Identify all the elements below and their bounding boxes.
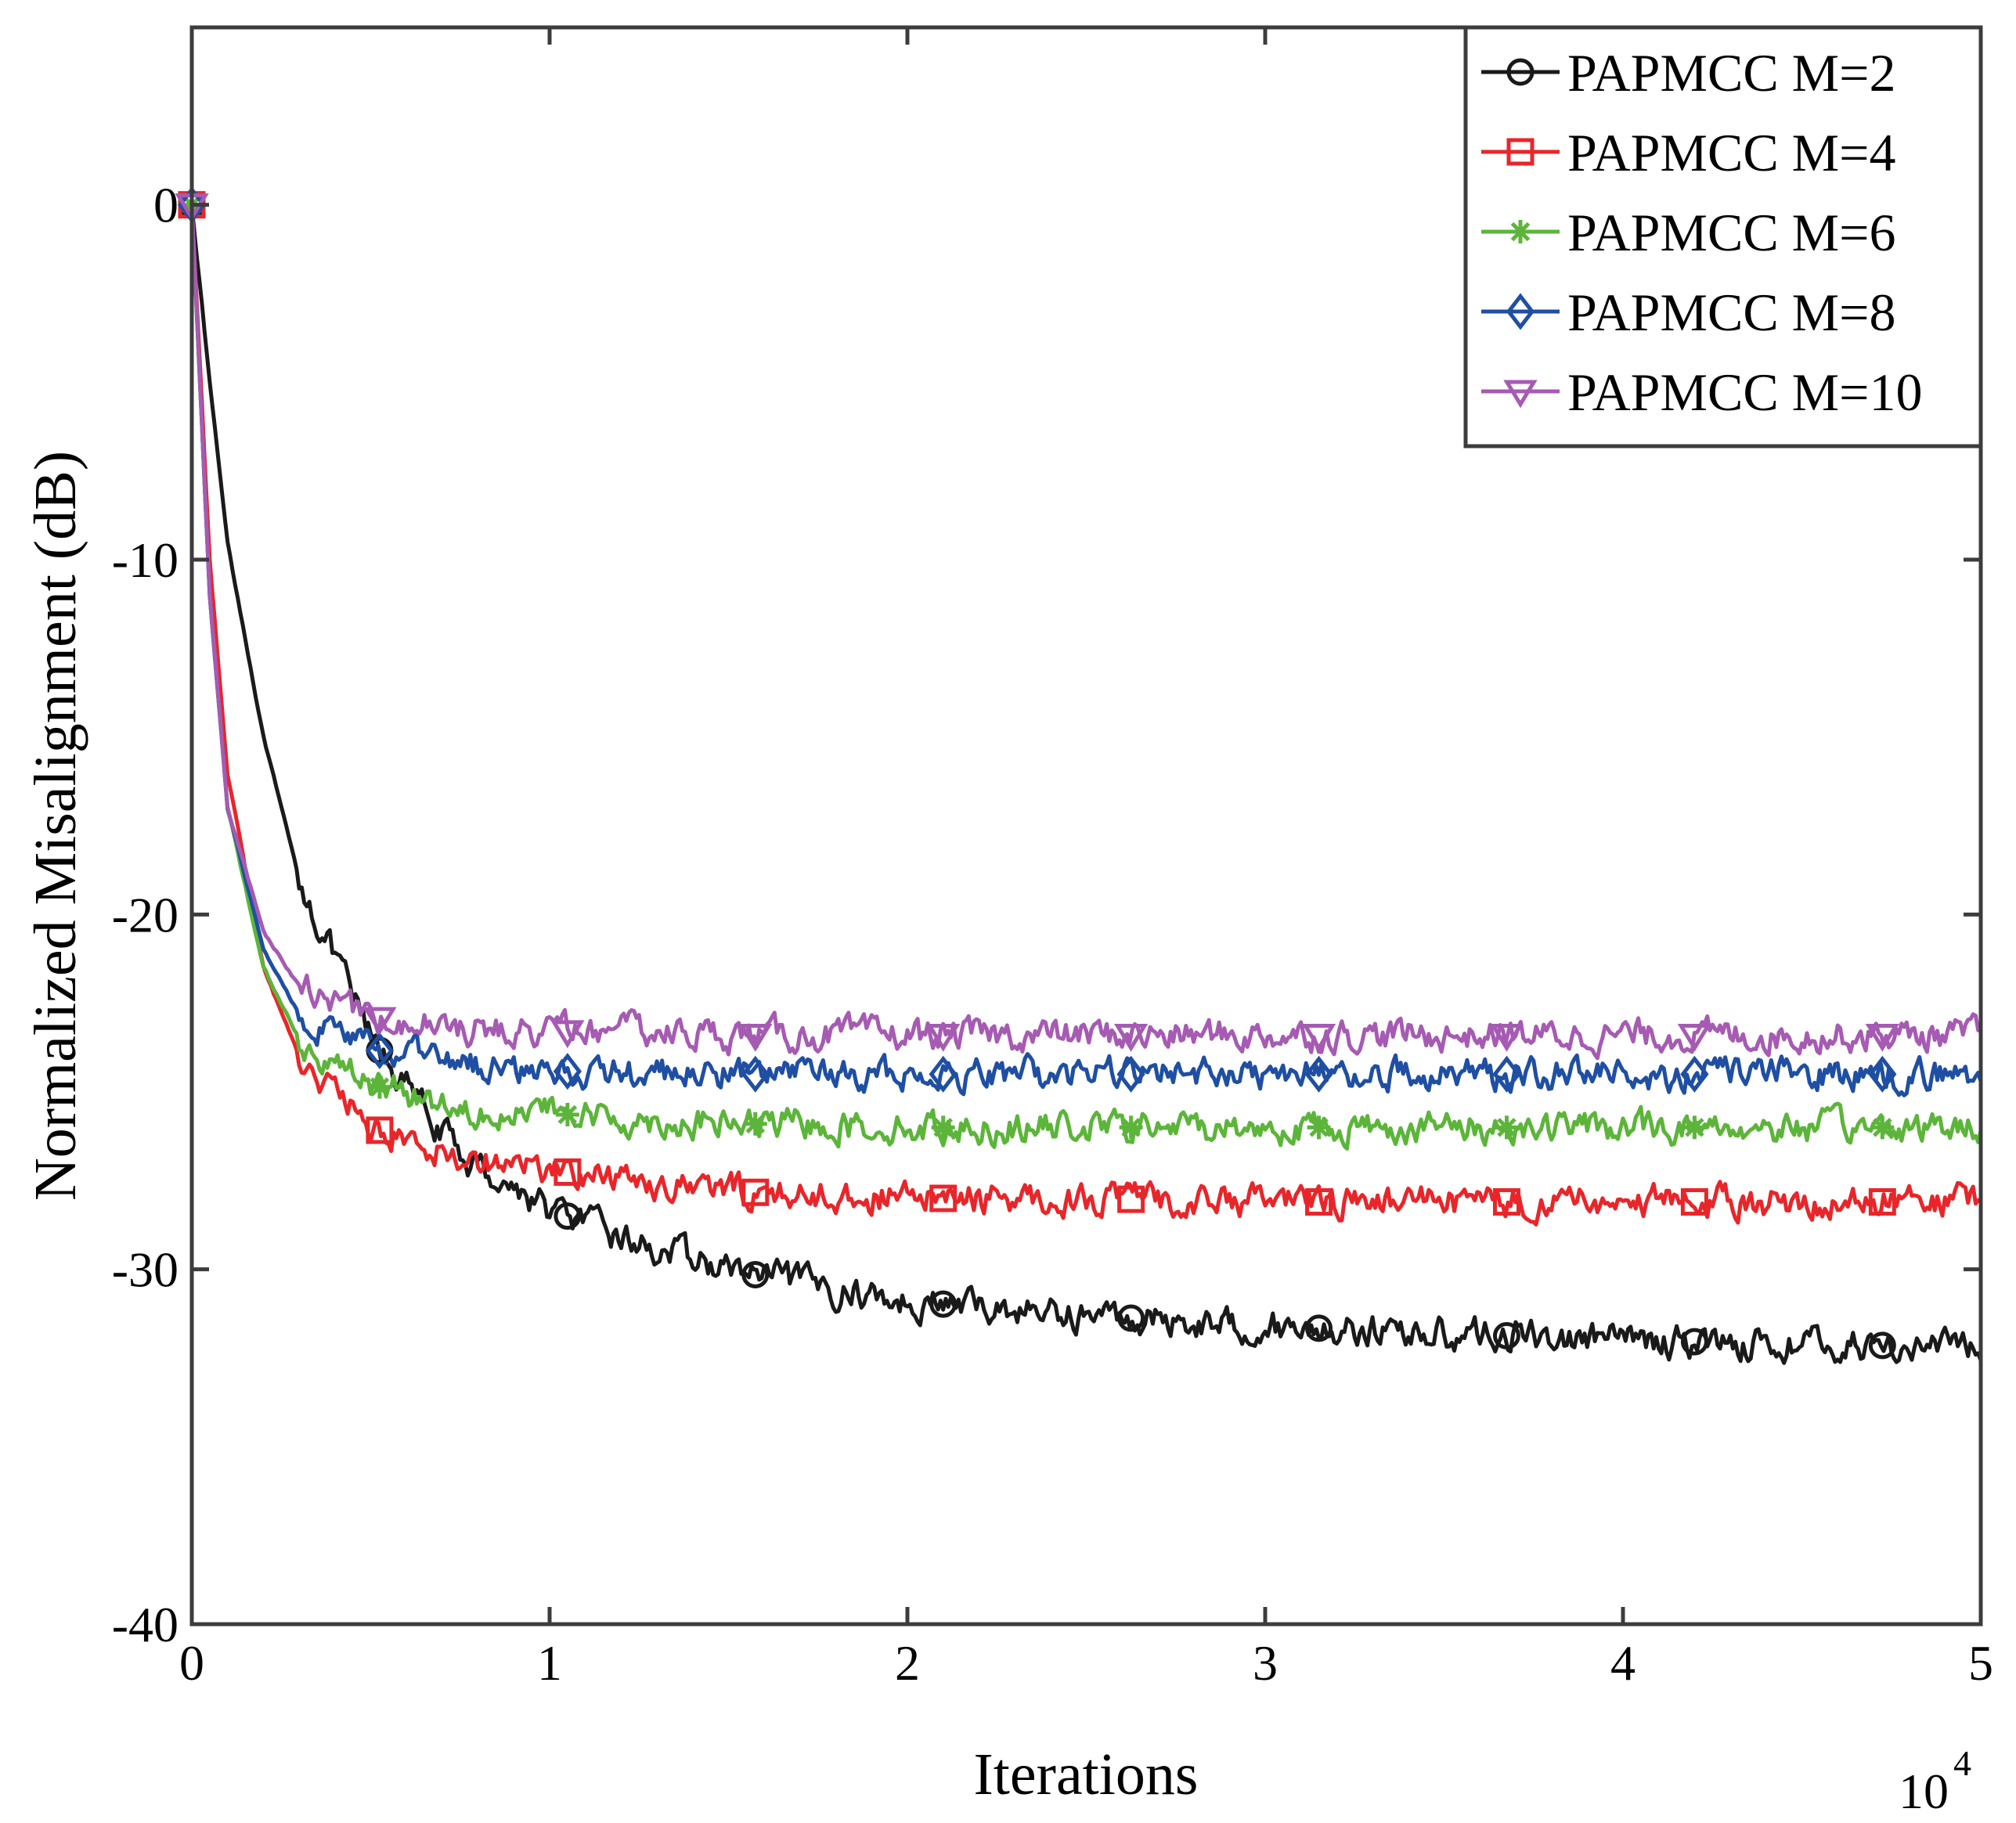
data-point [741,1178,770,1206]
data-point [738,1023,773,1052]
data-point [366,1116,394,1144]
data-point [555,1103,579,1127]
data-point [1307,1115,1331,1140]
data-point [367,1075,391,1099]
y-tick-label: -40 [112,1597,179,1652]
data-point [1677,1023,1712,1052]
legend-marker [1506,58,1535,86]
data-point [1492,1055,1521,1093]
y-tick-label: 0 [153,178,179,233]
data-point [554,1202,582,1230]
data-point [1870,1115,1895,1140]
series-3 [189,205,1983,1151]
legend-label: PAPMCC M=8 [1567,283,1896,342]
series-4-markers [177,186,1897,1093]
x-tick-label: 2 [895,1635,920,1691]
y-tick-label: -30 [112,1242,179,1298]
data-point [929,1055,958,1093]
data-point [1868,1188,1896,1216]
data-point [931,1115,955,1140]
data-point [1680,1328,1708,1356]
y-axis-label: Normalized Misalignment (dB) [23,451,88,1201]
legend-entry: PAPMCC M=10 [1481,362,1923,422]
series-line [189,205,1983,1097]
data-point [741,1260,770,1288]
x-tick-label: 4 [1610,1635,1636,1691]
data-point [362,1007,397,1036]
data-point [1304,1055,1333,1093]
legend-marker [1503,380,1538,409]
legend-marker [1509,220,1532,243]
data-point [1865,1023,1900,1052]
legend-label: PAPMCC M=10 [1567,362,1923,422]
series-5 [189,205,1982,1061]
data-point [1117,1185,1145,1213]
data-point [926,1023,961,1052]
legend-entry: PAPMCC M=4 [1481,123,1896,182]
legend-box [1463,25,1983,449]
data-point [1116,1055,1145,1093]
x-tick-label: 5 [1968,1635,1993,1691]
data-point [1680,1188,1708,1216]
data-point [1680,1055,1709,1093]
x-multiplier-exponent: 4 [1953,1743,1971,1783]
series-markers [175,186,1900,1360]
x-multiplier-base: 10 [1899,1764,1949,1819]
series-4 [189,205,1983,1097]
data-point [1113,1023,1149,1052]
legend: PAPMCC M=2 PAPMCC M=4 PAPMCC M=6 PAPMCC M=8… [1463,25,1983,449]
legend-entry: PAPMCC M=2 [1481,43,1896,103]
legend-marker [1506,293,1535,330]
data-point [929,1290,958,1318]
series-line [189,205,1982,1061]
axis-ticks [189,27,1983,1627]
x-multiplier: 10 4 [1899,1743,1971,1819]
data-point [743,1111,767,1136]
x-axis-label: Iterations [973,1742,1198,1807]
data-point [1682,1115,1707,1140]
series-3-markers [180,193,1895,1140]
y-tick-label: -20 [112,887,179,942]
data-point [1495,1115,1519,1140]
x-tick-label: 0 [179,1635,204,1691]
data-point [929,1184,958,1212]
y-tick-label: -10 [112,532,179,588]
legend-label: PAPMCC M=6 [1567,203,1896,262]
legend-label: PAPMCC M=2 [1567,43,1896,103]
data-point [1492,1321,1520,1349]
data-point [1492,1188,1520,1216]
data-point [365,1032,395,1070]
plot-frame [189,25,1983,1627]
data-point [1301,1023,1336,1052]
data-point [550,1020,585,1049]
legend-entry: PAPMCC M=6 [1481,203,1896,262]
data-point [554,1158,582,1186]
legend-marker [1506,138,1535,166]
series-line [189,205,1983,1151]
x-tick-labels: 0 1 2 3 4 5 [179,1635,1993,1691]
data-point [1868,1331,1896,1360]
data-point [1868,1055,1897,1093]
data-point [1117,1304,1145,1332]
x-tick-label: 3 [1253,1635,1278,1691]
legend-label: PAPMCC M=4 [1567,123,1896,182]
data-point [1305,1314,1333,1342]
data-point [741,1055,770,1093]
y-tick-labels: 0 -10 -20 -30 -40 [112,178,179,1652]
data-point [1305,1188,1333,1216]
x-tick-label: 1 [537,1635,562,1691]
data-point [1119,1115,1143,1140]
data-point [553,1053,582,1090]
legend-entry: PAPMCC M=8 [1481,283,1896,342]
data-point [1489,1023,1524,1052]
